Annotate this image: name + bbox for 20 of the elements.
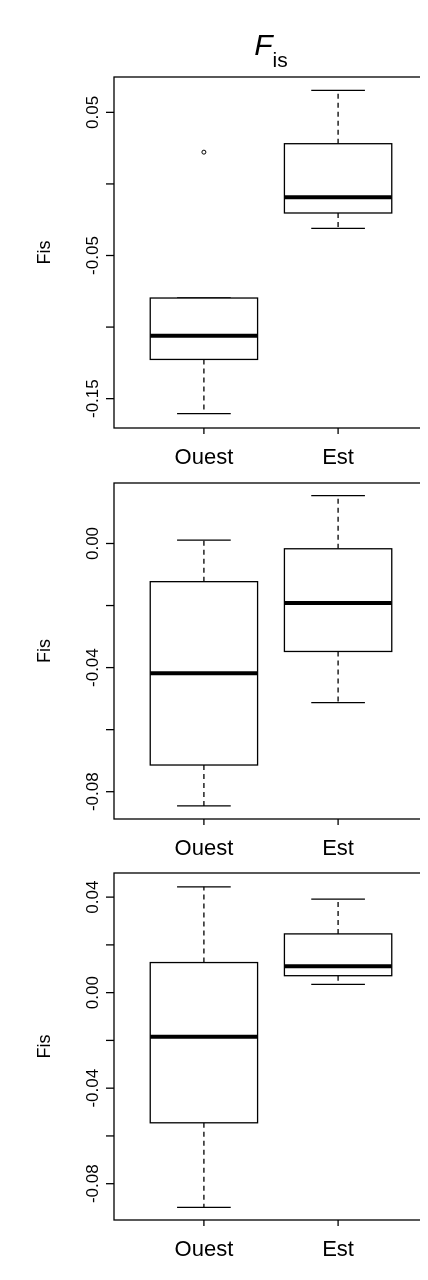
x-tick-label: Est [322, 1236, 354, 1261]
x-tick-label: Est [322, 835, 354, 860]
y-axis-title: Fis [34, 639, 54, 663]
y-tick-label: -0.15 [83, 379, 102, 419]
y-tick-label: -0.05 [83, 236, 102, 275]
y-tick-label: -0.08 [83, 1164, 102, 1204]
y-axis-title: Fis [34, 1034, 54, 1059]
y-axis-title: Fis [34, 240, 54, 265]
y-tick-label: -0.04 [83, 1068, 102, 1108]
x-tick-label: Ouest [174, 444, 234, 469]
x-tick-label: Ouest [174, 1236, 234, 1261]
y-tick-label: 0.00 [83, 976, 102, 1010]
y-tick-label: 0.05 [83, 95, 102, 129]
x-tick-label: Ouest [174, 835, 234, 860]
y-tick-label: -0.04 [83, 648, 102, 687]
x-tick-label: Est [322, 444, 354, 469]
y-tick-label: -0.08 [83, 772, 102, 812]
y-tick-label: 0.00 [83, 526, 102, 561]
y-tick-label: 0.04 [83, 880, 102, 914]
chart-title: F$_{is}$ [254, 28, 288, 71]
